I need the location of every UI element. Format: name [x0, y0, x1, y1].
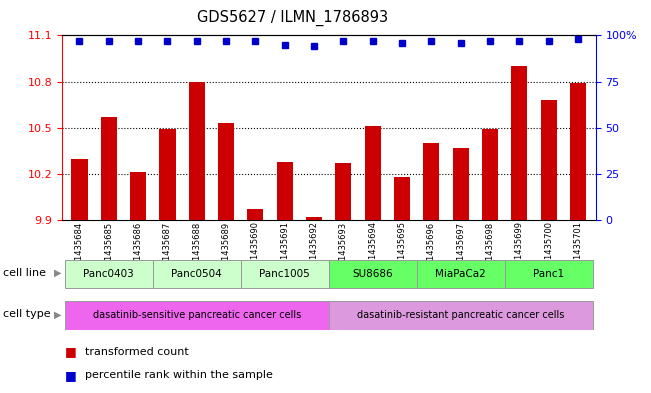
Bar [394, 177, 410, 220]
Bar [277, 162, 293, 220]
Text: ■: ■ [65, 369, 77, 382]
Bar [329, 301, 592, 329]
Text: GDS5627 / ILMN_1786893: GDS5627 / ILMN_1786893 [197, 10, 389, 26]
Bar [482, 129, 498, 220]
Bar [241, 260, 329, 288]
Bar [452, 148, 469, 220]
Bar [65, 301, 329, 329]
Text: transformed count: transformed count [85, 347, 188, 357]
Bar [306, 217, 322, 220]
Text: Panc0403: Panc0403 [83, 269, 134, 279]
Text: Panc1005: Panc1005 [259, 269, 310, 279]
Bar [65, 260, 153, 288]
Text: Panc0504: Panc0504 [171, 269, 222, 279]
Bar [72, 158, 87, 220]
Text: dasatinib-sensitive pancreatic cancer cells: dasatinib-sensitive pancreatic cancer ce… [92, 310, 301, 320]
Bar [101, 117, 117, 220]
Bar [365, 126, 381, 220]
Bar [130, 173, 146, 220]
Text: ■: ■ [65, 345, 77, 358]
Bar [159, 129, 176, 220]
Bar [511, 66, 527, 220]
Bar [423, 143, 439, 220]
Bar [247, 209, 264, 220]
Bar [329, 260, 417, 288]
Text: ▶: ▶ [54, 268, 62, 278]
Text: dasatinib-resistant pancreatic cancer cells: dasatinib-resistant pancreatic cancer ce… [357, 310, 564, 320]
Text: ▶: ▶ [54, 309, 62, 320]
Text: percentile rank within the sample: percentile rank within the sample [85, 370, 273, 380]
Text: cell type: cell type [3, 309, 51, 320]
Bar [541, 100, 557, 220]
Text: cell line: cell line [3, 268, 46, 278]
Bar [335, 163, 352, 220]
Bar [417, 260, 505, 288]
Bar [189, 81, 205, 220]
Bar [505, 260, 592, 288]
Text: Panc1: Panc1 [533, 269, 564, 279]
Text: SU8686: SU8686 [352, 269, 393, 279]
Bar [153, 260, 241, 288]
Text: MiaPaCa2: MiaPaCa2 [436, 269, 486, 279]
Bar [218, 123, 234, 220]
Bar [570, 83, 586, 220]
